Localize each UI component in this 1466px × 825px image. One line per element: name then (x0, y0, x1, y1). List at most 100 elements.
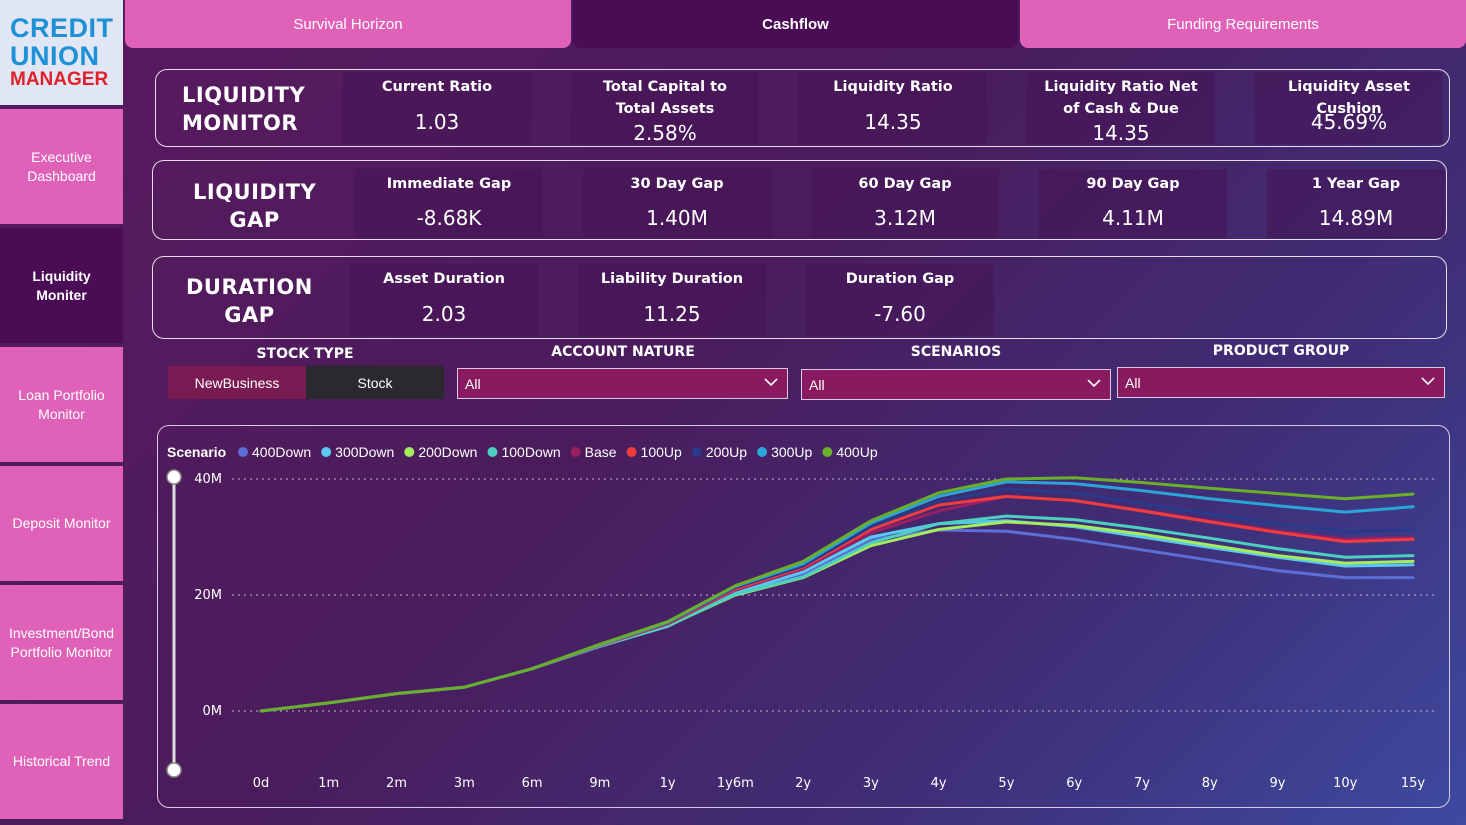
cashflow-chart-container (157, 425, 1450, 808)
sidebar-item-label: Loan Portfolio Monitor (18, 386, 105, 422)
sidebar-item-label: Investment/Bond Portfolio Monitor (8, 624, 115, 660)
legend-swatch (626, 447, 637, 457)
panel-title-line: GAP (229, 208, 280, 232)
sidebar-item-historical-trend[interactable]: Historical Trend (0, 704, 123, 819)
kpi-value: 14.35 (1092, 121, 1150, 145)
sidebar-item-investment-bond-portfolio-monitor[interactable]: Investment/Bond Portfolio Monitor (0, 585, 123, 700)
kpi-label: 60 Day Gap (858, 176, 952, 192)
stock-type-option-newbusiness[interactable]: NewBusiness (168, 366, 306, 399)
y-tick-label: 20M (194, 588, 222, 603)
legend-swatch (321, 447, 332, 457)
panel-title-line: DURATION (186, 275, 313, 299)
tab-cashflow[interactable]: Cashflow (573, 0, 1018, 48)
kpi-value: -8.68K (416, 206, 482, 230)
kpi-60-day-gap: 60 Day Gap 3.12M (811, 169, 999, 238)
kpi-label: Total Capital to Total Assets (602, 79, 728, 117)
legend-entry[interactable]: 100Up (641, 444, 682, 460)
kpi-value: 45.69% (1310, 110, 1388, 134)
kpi-liquidity-asset-cushion: Liquidity Asset Cushion 45.69% (1255, 72, 1443, 144)
kpi-asset-duration: Asset Duration 2.03 (350, 264, 538, 336)
kpi-label: Liquidity Asset Cushion (1288, 79, 1410, 117)
kpi-label: Immediate Gap (386, 176, 512, 192)
kpi-value: 1.40M (646, 206, 708, 230)
liquidity-gap-panel (152, 160, 1447, 240)
x-tick-label: 9m (589, 776, 610, 791)
x-tick-label: 0d (253, 776, 270, 791)
tab-survival-horizon[interactable]: Survival Horizon (125, 0, 571, 48)
kpi-liquidity-ratio: Liquidity Ratio 14.35 (799, 72, 987, 144)
kpi-label: Duration Gap (845, 271, 955, 287)
account-nature-dropdown[interactable]: All (457, 368, 788, 399)
tab-funding-requirements[interactable]: Funding Requirements (1020, 0, 1466, 48)
range-slider-handle-top[interactable] (166, 469, 182, 485)
kpi-duration-gap: Duration Gap -7.60 (806, 264, 994, 336)
app-logo: CREDIT UNION MANAGER (0, 0, 123, 105)
liquidity-gap-title: LIQUIDITY GAP (193, 178, 316, 234)
panel-title-line: LIQUIDITY (193, 180, 317, 204)
range-slider-handle-bottom[interactable] (166, 762, 182, 778)
x-tick-label: 7y (1134, 776, 1150, 791)
dropdown-value: All (1125, 374, 1141, 391)
x-tick-label: 4y (931, 776, 947, 791)
legend-swatch (822, 447, 833, 457)
legend-entry[interactable]: Base (585, 444, 617, 460)
legend-swatch (238, 447, 248, 457)
x-tick-label: 5y (998, 776, 1014, 791)
x-tick-label: 3y (863, 776, 879, 791)
duration-gap-panel (152, 256, 1447, 339)
kpi-liability-duration: Liability Duration 11.25 (578, 264, 766, 336)
y-tick-label: 40M (194, 472, 222, 487)
sidebar-item-label: Deposit Monitor (12, 515, 111, 531)
logo-line-3: MANAGER (10, 69, 109, 90)
liquidity-monitor-title: LIQUIDITY MONITOR (182, 81, 305, 137)
legend-entry[interactable]: 400Up (836, 444, 877, 460)
x-tick-label: 9y (1269, 776, 1285, 791)
sidebar-item-executive-dashboard[interactable]: Executive Dashboard (0, 109, 123, 224)
panel-title-line: MONITOR (182, 111, 298, 135)
legend-entry[interactable]: 200Down (418, 444, 477, 460)
x-tick-label: 3m (454, 776, 475, 791)
tab-label: Survival Horizon (293, 15, 403, 33)
kpi-label: 30 Day Gap (630, 176, 724, 192)
y-tick-label: 0M (203, 704, 223, 719)
x-tick-label: 2m (386, 776, 407, 791)
kpi-label: Liquidity Ratio Net of Cash & Due (1044, 79, 1198, 117)
legend-entry[interactable]: 100Down (501, 444, 560, 460)
legend-swatch (404, 447, 415, 457)
kpi-value: 14.35 (864, 110, 922, 134)
account-nature-label: ACCOUNT NATURE (551, 344, 695, 360)
legend-swatch (691, 447, 702, 457)
legend-entry[interactable]: 200Up (706, 444, 747, 460)
sidebar-item-label: Historical Trend (12, 753, 111, 769)
product-group-dropdown[interactable]: All (1117, 367, 1445, 398)
panel-title-line: LIQUIDITY (182, 83, 306, 107)
cashflow-line-chart: 0M 20M 40M 0d 1m 2m 3m 6m 9m 1y 1y6m 2y 3y 4y 5y 6y 7y 8y… (166, 444, 1437, 791)
kpi-value: 11.25 (643, 302, 701, 326)
legend-entry[interactable]: 300Up (771, 444, 812, 460)
legend-swatch (570, 447, 581, 457)
duration-gap-title: DURATION GAP (186, 273, 313, 329)
sidebar-item-label: Liquidity Moniter (32, 267, 91, 303)
kpi-liquidity-ratio-net-of-cash-due: Liquidity Ratio Net of Cash & Due 14.35 (1027, 72, 1215, 145)
x-tick-label: 1m (318, 776, 339, 791)
kpi-immediate-gap: Immediate Gap -8.68K (355, 169, 543, 238)
scenarios-label: SCENARIOS (910, 344, 1002, 360)
x-tick-label: 10y (1333, 776, 1358, 791)
scenarios-dropdown[interactable]: All (801, 369, 1111, 400)
sidebar-item-deposit-monitor[interactable]: Deposit Monitor (0, 466, 123, 581)
legend-entry[interactable]: 300Down (335, 444, 394, 460)
kpi-value: 3.12M (874, 206, 936, 230)
sidebar-item-loan-portfolio-monitor[interactable]: Loan Portfolio Monitor (0, 347, 123, 462)
sidebar-item-liquidity-moniter[interactable]: Liquidity Moniter (0, 228, 123, 343)
x-tick-label: 6y (1066, 776, 1082, 791)
panel-title-line: GAP (224, 303, 275, 327)
x-tick-label: 1y6m (717, 776, 754, 791)
kpi-value: 14.89M (1318, 206, 1394, 230)
series-line-base (259, 494, 1415, 713)
kpi-total-capital-to-total-assets: Total Capital to Total Assets 2.58% (571, 72, 759, 145)
dropdown-value: All (809, 376, 825, 393)
legend-entry[interactable]: 400Down (252, 444, 311, 460)
stock-type-option-stock[interactable]: Stock (306, 366, 444, 399)
kpi-value: 2.58% (633, 121, 697, 145)
x-tick-label: 6m (522, 776, 543, 791)
